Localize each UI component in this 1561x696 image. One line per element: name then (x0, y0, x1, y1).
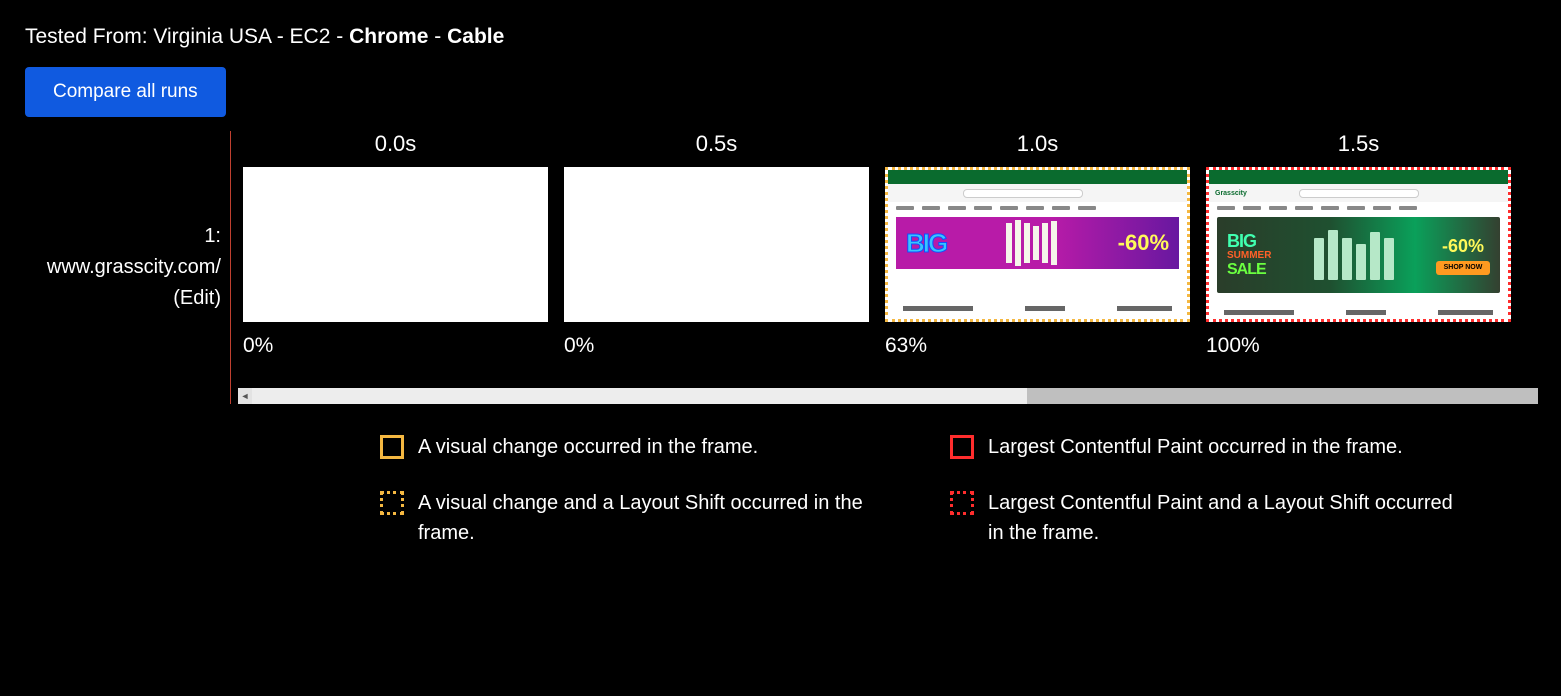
sep1: - (330, 25, 349, 48)
thumb-site-logo: Grasscity (1215, 190, 1247, 197)
legend-item-visual-change-cls: A visual change and a Layout Shift occur… (380, 488, 930, 548)
tested-from-connection: Cable (447, 25, 504, 48)
filmstrip-scrollbar[interactable]: ◄ (238, 388, 1538, 404)
frame-percent: 0% (564, 334, 594, 358)
tested-from-line: Tested From: Virginia USA - EC2 - Chrome… (25, 25, 1536, 49)
legend-item-lcp: Largest Contentful Paint occurred in the… (950, 432, 1500, 462)
frame-column: 1.5s Grasscity BIG SUMMER SALE (1206, 131, 1511, 358)
tested-from-browser: Chrome (349, 25, 428, 48)
thumb-site-header (888, 170, 1187, 184)
thumb-site-topbar: Grasscity (1209, 184, 1508, 202)
swatch-visual-change-icon (380, 435, 404, 459)
frames-row: 0.0s 0% 0.5s 0% 1.0s (231, 131, 1536, 358)
run-url-link[interactable]: www.grasscity.com/ (47, 256, 221, 278)
run-label-column: 1: www.grasscity.com/ (Edit) (26, 221, 221, 314)
banner-line3: SALE (1227, 262, 1271, 278)
frame-column: 1.0s BIG -60% (885, 131, 1190, 358)
frame-time: 0.0s (375, 131, 417, 157)
frame-thumbnail[interactable]: Grasscity BIG SUMMER SALE (1206, 167, 1511, 322)
banner-right-col: -60% SHOP NOW (1436, 236, 1490, 275)
banner-discount: -60% (1118, 230, 1169, 256)
frame-time: 0.5s (696, 131, 738, 157)
thumb-footer-links (1224, 310, 1493, 315)
frame-thumbnail[interactable] (243, 167, 548, 322)
banner-discount: -60% (1442, 236, 1484, 257)
tested-from-location: Virginia USA - EC2 (153, 25, 330, 48)
frame-percent: 0% (243, 334, 273, 358)
thumb-footer-links (903, 306, 1172, 311)
frame-column: 0.0s 0% (243, 131, 548, 358)
frame-percent: 63% (885, 334, 927, 358)
edit-link[interactable]: (Edit) (173, 287, 221, 309)
thumb-site-topbar (888, 184, 1187, 202)
banner-headline: BIG (906, 228, 946, 259)
frame-time: 1.0s (1017, 131, 1059, 157)
legend-text: Largest Contentful Paint occurred in the… (988, 432, 1403, 462)
filmstrip-timeline: 1: www.grasscity.com/ (Edit) 0.0s 0% 0.5… (230, 131, 1536, 404)
banner-products (1314, 230, 1394, 280)
banner-cta: SHOP NOW (1436, 261, 1490, 275)
frame-time: 1.5s (1338, 131, 1380, 157)
frame-column: 0.5s 0% (564, 131, 869, 358)
compare-all-runs-button[interactable]: Compare all runs (25, 67, 226, 117)
thumb-banner-full: BIG SUMMER SALE -60% SHOP NOW (1217, 217, 1500, 293)
legend: A visual change occurred in the frame. L… (380, 432, 1500, 548)
swatch-visual-change-cls-icon (380, 491, 404, 515)
banner-line2: SUMMER (1227, 251, 1271, 261)
thumb-searchbar (963, 189, 1083, 198)
thumb-site-header (1209, 170, 1508, 184)
swatch-lcp-cls-icon (950, 491, 974, 515)
frame-thumbnail[interactable] (564, 167, 869, 322)
legend-text: A visual change occurred in the frame. (418, 432, 758, 462)
legend-item-visual-change: A visual change occurred in the frame. (380, 432, 930, 462)
legend-item-lcp-cls: Largest Contentful Paint and a Layout Sh… (950, 488, 1500, 548)
legend-text: A visual change and a Layout Shift occur… (418, 488, 898, 548)
sep2: - (428, 25, 447, 48)
frame-percent: 100% (1206, 334, 1260, 358)
thumb-site-logo (894, 190, 896, 197)
swatch-lcp-icon (950, 435, 974, 459)
thumb-searchbar (1299, 189, 1419, 198)
thumb-site-nav (888, 202, 1187, 214)
tested-from-prefix: Tested From: (25, 25, 153, 48)
frame-thumbnail[interactable]: BIG -60% (885, 167, 1190, 322)
thumb-banner-partial: BIG -60% (896, 217, 1179, 269)
banner-line1: BIG (1227, 232, 1271, 250)
banner-stacked-text: BIG SUMMER SALE (1227, 232, 1271, 278)
banner-products (1006, 217, 1057, 269)
thumb-site-nav (1209, 202, 1508, 214)
legend-text: Largest Contentful Paint and a Layout Sh… (988, 488, 1468, 548)
scroll-left-arrow[interactable]: ◄ (238, 388, 252, 404)
run-index: 1: (204, 225, 221, 247)
scroll-thumb[interactable] (252, 388, 1027, 404)
